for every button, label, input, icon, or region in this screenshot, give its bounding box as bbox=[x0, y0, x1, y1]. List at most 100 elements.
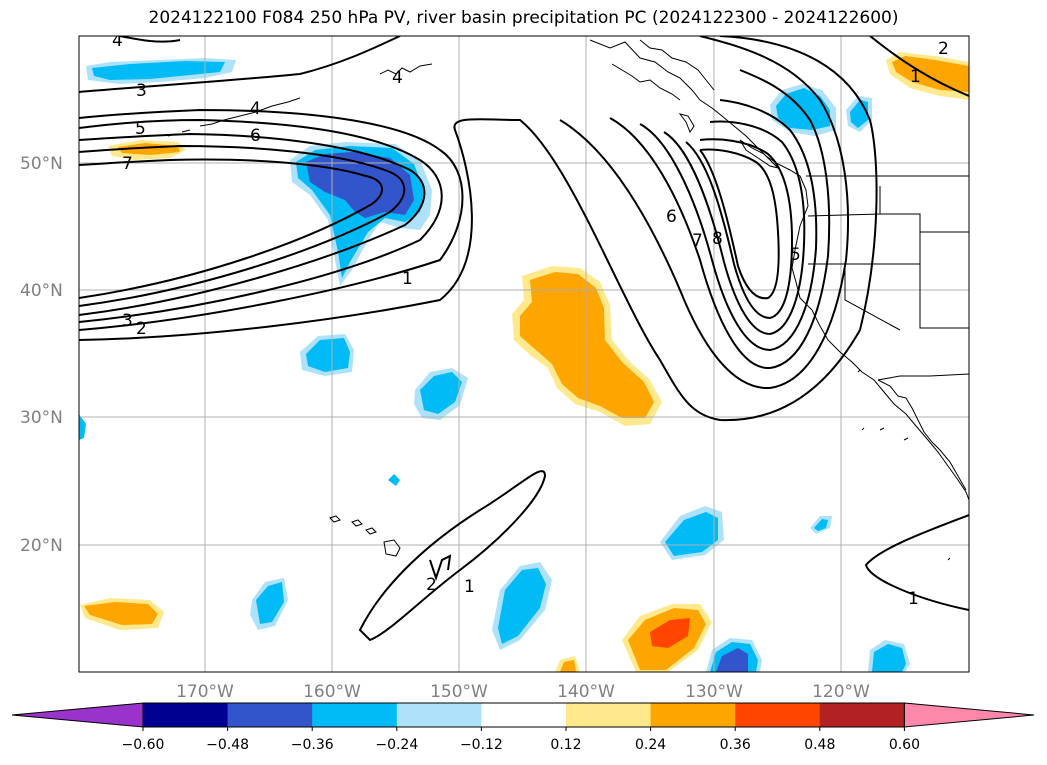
neg-anomaly-region bbox=[306, 338, 350, 372]
colorbar-ticks: −0.60 −0.48 −0.36 −0.24 −0.12 0.12 0.24 0.36 0.4… bbox=[122, 727, 920, 753]
lon-label-160w: 160°W bbox=[303, 682, 361, 702]
neg-anomaly-region bbox=[92, 61, 225, 80]
contour-label: 6 bbox=[666, 207, 677, 227]
lat-label-30n: 30°N bbox=[20, 408, 63, 428]
contour-label: 2 bbox=[938, 39, 949, 59]
alaska-islands bbox=[639, 39, 715, 91]
neg-anomaly-region bbox=[498, 568, 546, 644]
lat-label-50n: 50°N bbox=[20, 154, 63, 174]
colorbar-tick-label: 0.48 bbox=[804, 737, 835, 753]
neg-anomaly-region bbox=[256, 582, 284, 624]
small-islands bbox=[857, 369, 951, 561]
colorbar-segment bbox=[735, 703, 821, 727]
colorbar-segment bbox=[396, 703, 482, 727]
contour-label: 1 bbox=[464, 577, 475, 597]
pv-contour-3b bbox=[609, 69, 831, 370]
colorbar-segment bbox=[566, 703, 652, 727]
colorbar-segment bbox=[227, 703, 313, 727]
contour-label: 5 bbox=[790, 245, 801, 265]
hawaii-islands bbox=[329, 515, 401, 557]
pv-contour-4b bbox=[639, 99, 818, 352]
contour-label: 8 bbox=[712, 229, 723, 249]
pv-contour-top-right bbox=[869, 36, 969, 97]
pos-anomaly-region bbox=[84, 602, 158, 625]
pv-contour-5b bbox=[663, 120, 806, 336]
longitude-labels: 170°W 160°W 150°W 140°W 130°W 120°W bbox=[176, 682, 870, 702]
map-content: 4 3 5 4 6 7 4 1 3 2 6 7 8 5 2 1 2 1 1 bbox=[79, 31, 969, 672]
lat-label-40n: 40°N bbox=[20, 281, 63, 301]
lon-label-140w: 140°W bbox=[557, 682, 615, 702]
lon-label-170w: 170°W bbox=[176, 682, 234, 702]
contour-label: 4 bbox=[112, 31, 123, 51]
neg-anomaly-region bbox=[79, 414, 86, 440]
contour-label: 2 bbox=[426, 575, 437, 595]
pv-contour-6b bbox=[685, 138, 794, 320]
colorbar-tick-label: −0.24 bbox=[375, 737, 418, 753]
haida-gwaii bbox=[678, 113, 695, 134]
colorbar bbox=[11, 702, 1035, 728]
pv-contour-1-loop bbox=[358, 470, 547, 642]
neg-anomaly-region bbox=[814, 519, 828, 531]
colorbar-extend-high bbox=[903, 702, 1035, 728]
colorbar-tick-label: −0.60 bbox=[122, 737, 165, 753]
colorbar-tick-label: −0.12 bbox=[460, 737, 503, 753]
colorbar-tick-label: 0.12 bbox=[550, 737, 581, 753]
contour-label: 5 bbox=[135, 119, 146, 139]
pos-anomaly-region bbox=[560, 660, 576, 672]
coastlines bbox=[167, 39, 969, 561]
pv-contour-4 bbox=[79, 132, 426, 316]
colorbar-tick-label: −0.48 bbox=[206, 737, 249, 753]
colorbar-tick-label: 0.36 bbox=[720, 737, 751, 753]
colorbar-tick-label: −0.36 bbox=[291, 737, 334, 753]
state-borders bbox=[807, 186, 969, 331]
pv-contours bbox=[79, 36, 969, 642]
pv-contour-top-left bbox=[79, 36, 401, 93]
lon-label-150w: 150°W bbox=[430, 682, 488, 702]
contour-label: 1 bbox=[402, 269, 413, 289]
pv-contour-5 bbox=[79, 144, 406, 307]
neg-anomaly-region bbox=[420, 372, 462, 414]
pv-contour-2 bbox=[79, 108, 464, 331]
lon-label-130w: 130°W bbox=[685, 682, 743, 702]
north-america-coast bbox=[589, 39, 969, 501]
map-title: 2024122100 F084 250 hPa PV, river basin … bbox=[148, 8, 899, 28]
pv-contour-2b bbox=[559, 36, 850, 390]
alaska-islands bbox=[379, 63, 433, 75]
pv-contour-2-closed bbox=[429, 554, 452, 582]
pv-contour-7 bbox=[699, 148, 780, 300]
colorbar-tick-label: 0.60 bbox=[889, 737, 920, 753]
contour-label: 2 bbox=[136, 319, 147, 339]
contour-label: 1 bbox=[910, 67, 921, 87]
pv-contour-3 bbox=[79, 118, 443, 323]
pv-contour-1 bbox=[79, 36, 878, 422]
map-frame bbox=[78, 35, 970, 673]
us-mexico-border bbox=[877, 373, 969, 381]
neg-anomaly-region bbox=[716, 648, 748, 672]
alaska-islands bbox=[611, 63, 681, 101]
contour-label: 4 bbox=[392, 68, 403, 88]
contour-label: 6 bbox=[250, 126, 261, 146]
contour-label: 3 bbox=[136, 81, 147, 101]
latitude-labels: 50°N 40°N 30°N 20°N bbox=[20, 154, 63, 556]
contour-labels: 4 3 5 4 6 7 4 1 3 2 6 7 8 5 2 1 2 1 1 bbox=[112, 31, 949, 609]
contour-label: 1 bbox=[908, 589, 919, 609]
neg-anomaly-region bbox=[872, 644, 906, 672]
aleutian-islands bbox=[199, 97, 301, 127]
contour-label: 7 bbox=[122, 154, 133, 174]
pos-anomaly-region bbox=[520, 272, 654, 418]
pv-contour-top-left-2 bbox=[119, 36, 181, 43]
gridlines bbox=[79, 36, 969, 672]
baja-coast bbox=[877, 379, 967, 491]
colorbar-outline bbox=[142, 702, 905, 728]
neg-anomaly-region bbox=[388, 474, 400, 486]
lon-label-120w: 120°W bbox=[812, 682, 870, 702]
pos-anomaly-region bbox=[650, 618, 690, 648]
colorbar-segment bbox=[819, 703, 905, 727]
colorbar-segment bbox=[481, 703, 567, 727]
contour-label: 3 bbox=[122, 311, 133, 331]
lat-label-20n: 20°N bbox=[20, 536, 63, 556]
contour-label: 4 bbox=[250, 99, 261, 119]
colorbar-tick-label: 0.24 bbox=[635, 737, 666, 753]
pv-contour-1-right bbox=[864, 514, 969, 611]
